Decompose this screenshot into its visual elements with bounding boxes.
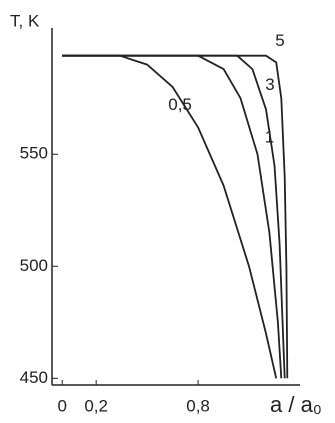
x-tick-label: 0,2 [84, 396, 108, 415]
y-axis-label: T, K [10, 11, 40, 30]
y-tick-label: 450 [20, 368, 48, 387]
line [62, 54, 283, 379]
y-tick-label: 500 [20, 256, 48, 275]
series-label: 0,5 [168, 95, 192, 114]
series-label: 5 [275, 31, 284, 50]
x-tick-label: 0 [57, 396, 66, 415]
x-axis-label: a / a₀ [270, 392, 322, 417]
line [62, 54, 286, 379]
y-tick-label: 550 [20, 144, 48, 163]
series-label: 3 [265, 75, 274, 94]
line [62, 54, 278, 379]
x-tick-label: 0,8 [186, 396, 210, 415]
line [62, 54, 289, 379]
